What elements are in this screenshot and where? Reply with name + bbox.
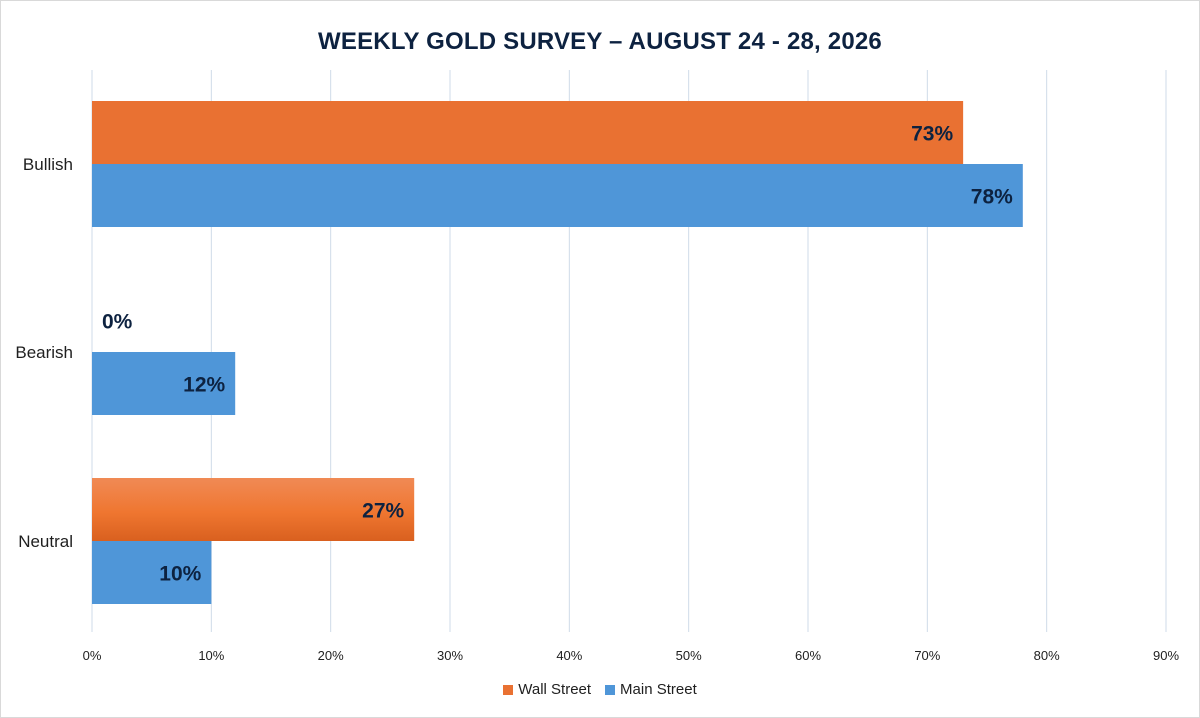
data-label: 78% (971, 186, 1013, 209)
x-tick-label: 40% (556, 648, 582, 663)
x-tick-label: 80% (1034, 648, 1060, 663)
chart-title: WEEKLY GOLD SURVEY – AUGUST 24 - 28, 202… (318, 28, 882, 55)
data-label: 12% (183, 374, 225, 397)
category-label: Bearish (15, 343, 73, 362)
legend-swatch (605, 684, 616, 695)
x-tick-label: 90% (1153, 648, 1179, 663)
legend-label: Wall Street (518, 681, 592, 698)
labels: 0% 10% 20% 30% 40% 50% 60% 70% 80% 90% Bullish Bear… (15, 123, 1179, 664)
data-label: 0% (102, 311, 133, 334)
data-label: 10% (159, 563, 201, 586)
bar (92, 101, 964, 164)
category-label: Neutral (18, 532, 73, 551)
bar (92, 478, 415, 541)
x-tick-label: 20% (318, 648, 344, 663)
x-tick-label: 60% (795, 648, 821, 663)
data-label: 27% (362, 500, 404, 523)
x-tick-label: 50% (676, 648, 702, 663)
bars (92, 101, 1023, 604)
category-label: Bullish (23, 155, 73, 174)
x-tick-label: 0% (83, 648, 102, 663)
legend: Wall Street Main Street (0, 681, 1200, 698)
data-label: 73% (911, 123, 953, 146)
legend-swatch (503, 684, 514, 695)
legend-item: Wall Street (503, 681, 591, 698)
bar (92, 352, 236, 415)
x-tick-label: 70% (914, 648, 940, 663)
legend-label: Main Street (620, 681, 697, 698)
bar (92, 541, 212, 604)
bar (92, 164, 1023, 227)
x-tick-label: 10% (198, 648, 224, 663)
legend-item: Main Street (605, 681, 697, 698)
x-tick-label: 30% (437, 648, 463, 663)
